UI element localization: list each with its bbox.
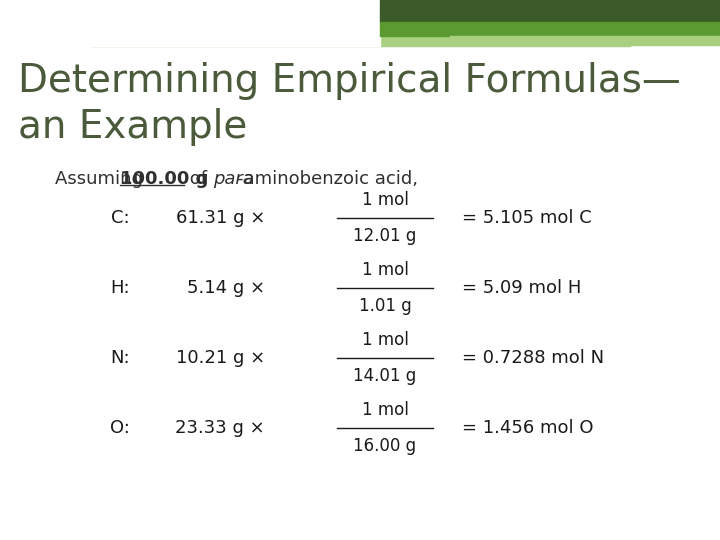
Bar	[0, 0, 720, 22]
Bar	[380, 22, 720, 36]
Bar	[0, 0, 380, 46]
Text: 1 mol: 1 mol	[361, 331, 408, 349]
Text: an Example: an Example	[18, 108, 248, 146]
Text: 1 mol: 1 mol	[361, 401, 408, 419]
Bar	[450, 36, 720, 45]
Text: Assuming: Assuming	[55, 170, 148, 188]
Text: para: para	[212, 170, 253, 188]
Text: -aminobenzoic acid,: -aminobenzoic acid,	[237, 170, 418, 188]
Text: 100.00 g: 100.00 g	[120, 170, 208, 188]
Text: = 5.105 mol C: = 5.105 mol C	[462, 209, 592, 227]
Text: 1.01 g: 1.01 g	[359, 297, 411, 315]
Text: C:: C:	[112, 209, 130, 227]
Bar	[380, 0, 720, 22]
Text: = 5.09 mol H: = 5.09 mol H	[462, 279, 581, 297]
Text: of: of	[184, 170, 212, 188]
Text: H:: H:	[110, 279, 130, 297]
Text: 14.01 g: 14.01 g	[354, 367, 417, 385]
Text: 23.33 g ×: 23.33 g ×	[175, 419, 265, 437]
Text: 16.00 g: 16.00 g	[354, 437, 417, 455]
Text: Determining Empirical Formulas—: Determining Empirical Formulas—	[18, 62, 680, 100]
Text: = 1.456 mol O: = 1.456 mol O	[462, 419, 593, 437]
Text: 5.14 g ×: 5.14 g ×	[187, 279, 265, 297]
Text: N:: N:	[110, 349, 130, 367]
Text: = 0.7288 mol N: = 0.7288 mol N	[462, 349, 604, 367]
Text: 1 mol: 1 mol	[361, 191, 408, 209]
Text: 10.21 g ×: 10.21 g ×	[176, 349, 265, 367]
Text: 12.01 g: 12.01 g	[354, 227, 417, 245]
Text: O:: O:	[110, 419, 130, 437]
Bar	[0, 22, 720, 36]
Text: 1 mol: 1 mol	[361, 261, 408, 279]
Bar	[90, 36, 630, 46]
Text: 61.31 g ×: 61.31 g ×	[176, 209, 265, 227]
